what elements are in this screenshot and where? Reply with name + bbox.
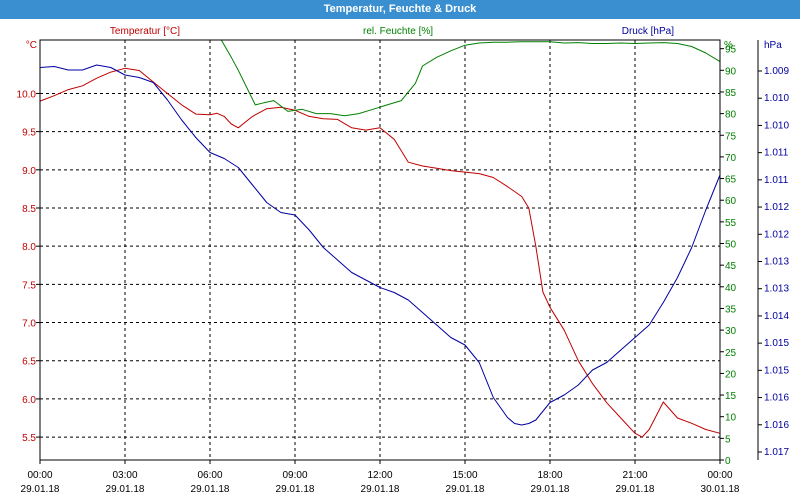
humidity-tick-label: 45: [725, 261, 737, 272]
pressure-tick-label: 1.016: [764, 393, 789, 404]
x-tick-time: 09:00: [282, 470, 307, 481]
temperature-tick-label: 8.5: [22, 204, 36, 215]
pressure-tick-label: 1.012: [764, 229, 789, 240]
pressure-tick-label: 1.015: [764, 365, 789, 376]
humidity-tick-label: 55: [725, 218, 737, 229]
humidity-tick-label: 80: [725, 110, 737, 121]
x-tick-date: 29.01.18: [191, 484, 230, 495]
humidity-axis-label: rel. Feuchte [%]: [363, 26, 433, 37]
pressure-unit-label: hPa: [764, 40, 782, 51]
x-tick-date: 29.01.18: [361, 484, 400, 495]
humidity-series-line: [220, 39, 721, 117]
pressure-axis-label: Druck [hPa]: [622, 26, 674, 37]
humidity-tick-label: 75: [725, 131, 737, 142]
humidity-tick-label: 50: [725, 240, 737, 251]
humidity-tick-label: 90: [725, 66, 737, 77]
pressure-tick-label: 1.009: [764, 66, 789, 77]
x-tick-date: 29.01.18: [21, 484, 60, 495]
x-tick-time: 15:00: [452, 470, 477, 481]
temperature-tick-label: 6.5: [22, 357, 36, 368]
temperature-tick-label: 5.5: [22, 433, 36, 444]
x-tick-time: 18:00: [537, 470, 562, 481]
x-tick-date: 29.01.18: [531, 484, 570, 495]
x-tick-date: 30.01.18: [701, 484, 740, 495]
humidity-tick-label: 60: [725, 196, 737, 207]
x-tick-date: 29.01.18: [106, 484, 145, 495]
temperature-series-line: [39, 67, 721, 438]
chart-title: Temperatur, Feuchte & Druck: [0, 0, 800, 19]
temperature-tick-label: 6.0: [22, 395, 36, 406]
series-group: [39, 39, 721, 438]
temperature-tick-label: 8.0: [22, 242, 36, 253]
humidity-tick-label: 10: [725, 413, 737, 424]
pressure-tick-label: 1.017: [764, 447, 789, 458]
humidity-tick-label: 15: [725, 391, 737, 402]
pressure-tick-label: 1.013: [764, 284, 789, 295]
x-tick-date: 29.01.18: [446, 484, 485, 495]
temperature-tick-label: 9.0: [22, 166, 36, 177]
humidity-tick-label: 20: [725, 369, 737, 380]
humidity-tick-label: 70: [725, 153, 737, 164]
humidity-unit-label: %: [724, 40, 733, 51]
grid: [40, 40, 720, 460]
humidity-tick-label: 25: [725, 348, 737, 359]
pressure-tick-label: 1.013: [764, 257, 789, 268]
axes-group: 00:00 29.01.18 03:00 29.01.18 06:00 29.01.18 0…: [17, 40, 789, 495]
pressure-tick-label: 1.015: [764, 338, 789, 349]
humidity-tick-label: 30: [725, 326, 737, 337]
pressure-series-line: [39, 64, 721, 426]
x-tick-time: 00:00: [27, 470, 52, 481]
pressure-tick-label: 1.014: [764, 311, 789, 322]
temperature-tick-label: 10.0: [17, 89, 37, 100]
x-tick-date: 29.01.18: [616, 484, 655, 495]
x-tick-time: 12:00: [367, 470, 392, 481]
x-tick-time: 06:00: [197, 470, 222, 481]
temperature-unit-label: °C: [26, 40, 37, 51]
humidity-tick-label: 35: [725, 304, 737, 315]
humidity-tick-label: 5: [725, 434, 731, 445]
x-tick-date: 29.01.18: [276, 484, 315, 495]
temperature-tick-label: 7.0: [22, 319, 36, 330]
pressure-tick-label: 1.011: [764, 148, 789, 159]
temperature-axis-label: Temperatur [°C]: [110, 26, 180, 37]
humidity-tick-label: 0: [725, 456, 731, 467]
temperature-tick-label: 7.5: [22, 280, 36, 291]
pressure-tick-label: 1.011: [764, 175, 789, 186]
pressure-tick-label: 1.012: [764, 202, 789, 213]
x-tick-time: 21:00: [622, 470, 647, 481]
x-tick-time: 00:00: [707, 470, 732, 481]
x-tick-time: 03:00: [112, 470, 137, 481]
pressure-tick-label: 1.016: [764, 420, 789, 431]
humidity-tick-label: 95: [725, 45, 737, 56]
humidity-tick-label: 65: [725, 175, 737, 186]
pressure-tick-label: 1.010: [764, 93, 789, 104]
pressure-tick-label: 1.010: [764, 120, 789, 131]
humidity-tick-label: 40: [725, 283, 737, 294]
humidity-tick-label: 85: [725, 88, 737, 99]
temperature-tick-label: 9.5: [22, 128, 36, 139]
